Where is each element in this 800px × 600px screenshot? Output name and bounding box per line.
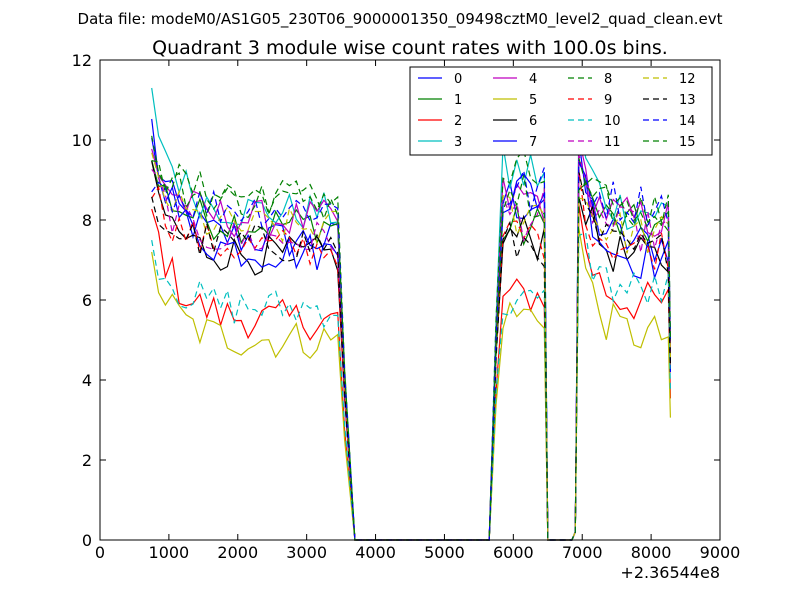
legend-label-9: 9	[604, 93, 612, 108]
legend-label-5: 5	[529, 93, 537, 108]
x-tick-label: 3000	[286, 543, 327, 562]
x-tick-label: 8000	[631, 543, 672, 562]
x-tick-label: 7000	[562, 543, 603, 562]
legend-label-3: 3	[454, 135, 462, 150]
legend-label-14: 14	[679, 114, 696, 129]
plot-lines	[151, 87, 671, 541]
x-tick-label: 1000	[149, 543, 190, 562]
legend-frame	[409, 66, 713, 156]
series-line-15	[151, 160, 671, 541]
series-line-5	[151, 228, 671, 541]
series-line-9	[151, 168, 671, 541]
x-tick-label: 0	[95, 543, 105, 562]
x-tick-label: 9000	[700, 543, 741, 562]
series-line-14	[151, 162, 671, 541]
x-tick-label: 5000	[424, 543, 465, 562]
series-line-6	[151, 160, 671, 541]
legend-label-6: 6	[529, 114, 537, 129]
y-tick-label: 10	[72, 131, 92, 150]
y-tick-label: 12	[72, 51, 92, 70]
axis-ticks	[99, 59, 721, 541]
legend-label-15: 15	[679, 135, 696, 150]
y-tick-label: 4	[82, 371, 92, 390]
legend-label-0: 0	[454, 72, 462, 87]
legend-label-4: 4	[529, 72, 537, 87]
legend-label-11: 11	[604, 135, 621, 150]
legend-label-12: 12	[679, 72, 696, 87]
chart-title: Quadrant 3 module wise count rates with …	[152, 37, 668, 59]
legend-label-10: 10	[604, 114, 621, 129]
series-line-7	[151, 118, 671, 541]
series-line-13	[151, 171, 671, 541]
y-tick-label: 2	[82, 451, 92, 470]
series-line-10	[151, 232, 671, 541]
x-tick-label: 4000	[355, 543, 396, 562]
figure-suptitle: Data file: modeM0/AS1G05_230T06_90000013…	[78, 10, 723, 29]
series-line-2	[151, 204, 671, 541]
legend-label-2: 2	[454, 114, 462, 129]
legend-label-1: 1	[454, 93, 462, 108]
legend-label-7: 7	[529, 135, 537, 150]
x-tick-label: 6000	[493, 543, 534, 562]
series-line-11	[151, 154, 671, 541]
series-line-12	[151, 152, 671, 541]
x-tick-label: 2000	[217, 543, 258, 562]
y-tick-label: 0	[82, 531, 92, 550]
axis-tick-labels: 0 1000 2000 3000 4000 5000 6000 7000 8000 9000 0 2 4…	[72, 51, 741, 562]
legend-label-8: 8	[604, 72, 612, 87]
legend-label-13: 13	[679, 93, 696, 108]
y-tick-label: 6	[82, 291, 92, 310]
x-axis-offset-label: +2.36544e8	[620, 563, 720, 582]
series-line-3	[151, 87, 671, 541]
y-tick-label: 8	[82, 211, 92, 230]
